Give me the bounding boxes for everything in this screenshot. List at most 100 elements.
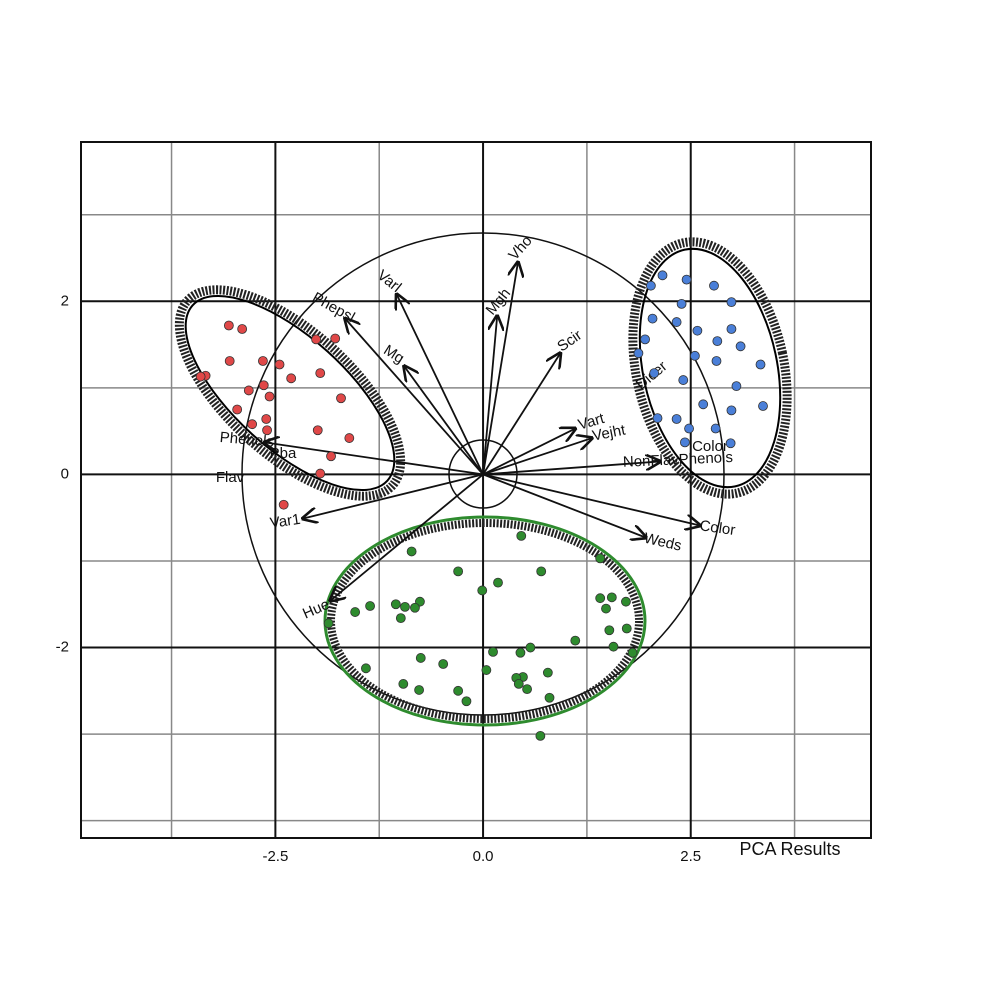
loading-arrow bbox=[482, 438, 592, 476]
grid bbox=[81, 142, 871, 838]
data-point bbox=[311, 334, 321, 345]
data-point bbox=[652, 413, 663, 424]
data-point bbox=[361, 663, 371, 674]
data-point bbox=[735, 341, 746, 352]
data-point bbox=[410, 602, 420, 613]
data-point bbox=[344, 433, 355, 443]
group-ellipse bbox=[327, 519, 643, 723]
loading-label: Scir bbox=[554, 327, 585, 356]
data-point bbox=[323, 618, 334, 629]
data-point bbox=[515, 647, 526, 658]
data-point bbox=[274, 359, 285, 370]
y-tick-label: 0 bbox=[61, 465, 69, 482]
data-point bbox=[315, 468, 326, 479]
data-point bbox=[645, 280, 656, 291]
data-point bbox=[709, 280, 719, 291]
data-point bbox=[681, 274, 692, 285]
data-point bbox=[692, 325, 703, 336]
data-point bbox=[608, 641, 619, 652]
loading-arrow bbox=[482, 429, 575, 476]
data-point bbox=[710, 423, 721, 434]
data-point bbox=[461, 696, 472, 707]
data-point bbox=[604, 625, 615, 636]
data-point bbox=[640, 334, 650, 345]
data-point bbox=[544, 692, 555, 703]
data-point bbox=[195, 371, 206, 382]
data-point bbox=[415, 653, 426, 663]
data-point bbox=[477, 585, 488, 596]
loading-arrow bbox=[404, 366, 484, 475]
data-point bbox=[522, 684, 532, 695]
origin-circle bbox=[448, 439, 518, 509]
data-point bbox=[726, 297, 737, 308]
data-point bbox=[758, 401, 768, 411]
data-point bbox=[243, 385, 254, 396]
data-point bbox=[536, 566, 547, 577]
group-ellipse bbox=[628, 237, 792, 499]
loading-label: Vejht bbox=[591, 421, 628, 444]
data-point bbox=[488, 646, 498, 657]
data-point bbox=[621, 596, 631, 607]
data-point bbox=[365, 601, 375, 611]
loading-arrow bbox=[482, 316, 497, 475]
data-point bbox=[595, 593, 606, 604]
data-point bbox=[237, 324, 248, 334]
loading-arrow bbox=[265, 442, 484, 476]
group-ellipse bbox=[638, 247, 782, 489]
data-point bbox=[400, 601, 410, 612]
data-point bbox=[627, 647, 638, 658]
data-point bbox=[755, 359, 766, 370]
y-tick-label: 2 bbox=[61, 292, 69, 309]
data-point bbox=[278, 499, 289, 510]
data-point bbox=[262, 425, 272, 436]
data-layer: -2.5 0.0 2.5-202 PhepslVarlMgMghVhoScirVart… bbox=[56, 233, 768, 865]
loading-arrow bbox=[330, 473, 484, 600]
data-point bbox=[671, 414, 682, 424]
data-point bbox=[258, 356, 268, 366]
loading-arrow bbox=[482, 262, 518, 475]
data-point bbox=[570, 635, 581, 646]
data-point bbox=[398, 679, 409, 689]
x-tick-label: -2.5 bbox=[262, 848, 288, 865]
loading-arrow bbox=[345, 319, 484, 476]
data-point bbox=[350, 607, 361, 617]
loading-arrow bbox=[482, 353, 560, 475]
data-point bbox=[725, 438, 736, 449]
annotation: Flav bbox=[216, 469, 245, 486]
data-point bbox=[516, 530, 527, 541]
data-point bbox=[326, 451, 336, 462]
group-ellipse bbox=[323, 515, 647, 727]
loading-arrow bbox=[303, 473, 484, 518]
data-point bbox=[678, 375, 689, 385]
data-point bbox=[649, 368, 660, 379]
loading-label: Phepsl bbox=[309, 289, 357, 326]
data-point bbox=[261, 414, 272, 424]
data-point bbox=[438, 659, 449, 669]
annotation: Color bbox=[692, 438, 728, 455]
data-point bbox=[731, 381, 742, 392]
data-point bbox=[606, 592, 617, 603]
data-point bbox=[223, 320, 234, 331]
data-point bbox=[247, 419, 258, 430]
y-tick-label: -2 bbox=[56, 639, 69, 656]
data-point bbox=[453, 685, 464, 696]
group-ellipse bbox=[174, 285, 406, 501]
data-point bbox=[406, 546, 417, 557]
data-point bbox=[657, 270, 668, 281]
data-point bbox=[414, 685, 424, 695]
data-point bbox=[493, 577, 503, 588]
data-point bbox=[684, 423, 694, 434]
data-point bbox=[671, 317, 682, 327]
loading-label: Weds bbox=[642, 530, 683, 555]
data-point bbox=[264, 391, 275, 402]
loading-arrow bbox=[482, 473, 700, 525]
data-point bbox=[595, 553, 606, 564]
data-point bbox=[647, 313, 658, 324]
data-point bbox=[330, 333, 341, 344]
data-point bbox=[258, 380, 269, 391]
data-point bbox=[726, 405, 737, 416]
data-point bbox=[315, 368, 326, 379]
data-point bbox=[390, 599, 401, 610]
data-point bbox=[336, 393, 346, 404]
data-point bbox=[286, 373, 297, 384]
